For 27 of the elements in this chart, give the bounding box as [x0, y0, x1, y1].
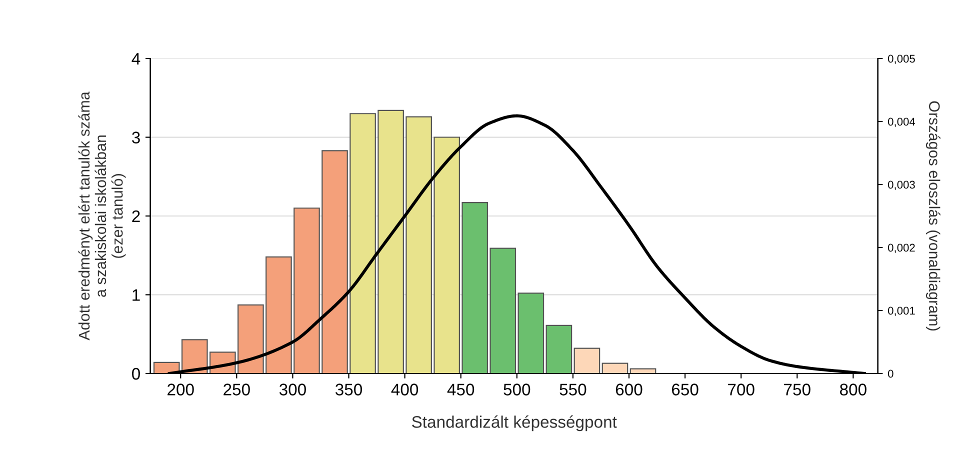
x-tick-label: 700 — [728, 384, 754, 396]
x-axis-title: Standardizált képességpont — [412, 415, 617, 432]
y2-tick-label: 0,002 — [888, 244, 915, 253]
x-tick-label: 200 — [168, 384, 194, 396]
x-tick-label: 650 — [672, 384, 698, 396]
y2-tick-label: 0,005 — [888, 54, 915, 64]
y-tick-label: 0 — [132, 368, 140, 380]
x-tick-label: 350 — [335, 384, 362, 396]
x-tick-label: 750 — [784, 384, 810, 396]
y2-tick-label: 0 — [888, 370, 894, 378]
x-tick-label: 450 — [447, 384, 474, 396]
y-tick-label: 2 — [132, 210, 140, 222]
y-tick-label: 3 — [132, 132, 140, 144]
y-axis-title: Adott eredményt elért tanulók száma a szakiskolai iskolákban (ezer tanuló) — [78, 92, 126, 340]
x-tick-label: 250 — [224, 384, 250, 396]
x-tick-label: 600 — [616, 384, 642, 396]
x-tick-label: 550 — [560, 384, 586, 396]
y2-tick-label: 0,004 — [888, 118, 916, 127]
y2-axis-title: Országos eloszlás (vonaldiagram) — [926, 101, 940, 331]
x-tick-label: 800 — [840, 384, 866, 396]
x-tick-label: 400 — [391, 384, 418, 396]
y2-tick-label: 0,003 — [888, 180, 915, 190]
x-tick-label: 500 — [504, 384, 530, 396]
x-tick-label: 300 — [279, 384, 306, 396]
y2-tick-label: 0,001 — [888, 306, 915, 316]
y-tick-label: 1 — [132, 289, 140, 301]
y-tick-label: 4 — [132, 53, 140, 65]
